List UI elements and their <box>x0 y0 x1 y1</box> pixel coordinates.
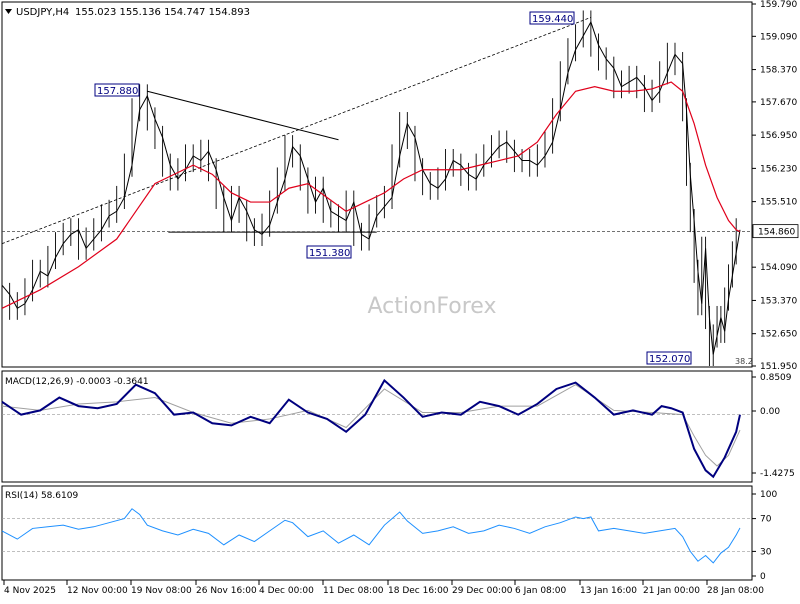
price-layer: 157.880 159.440 151.380 152.070 38.2 <box>1 10 753 366</box>
rsi-layer <box>1 508 752 564</box>
x-tick-label: 19 Nov 08:00 <box>131 586 192 596</box>
price-annotation-box <box>529 11 575 25</box>
rising-trendline <box>1 17 592 245</box>
axis-layer: 159.790 159.090 158.370 157.670 156.950 156.2… <box>3 0 799 596</box>
price-annotation-label: 152.070 <box>649 354 690 365</box>
x-tick-label: 11 Dec 08:00 <box>323 586 384 596</box>
price-y-tick-label: 155.510 <box>760 198 797 208</box>
rsi-line <box>1 508 741 564</box>
price-y-tick-label: 158.370 <box>760 66 797 76</box>
rsi-y-tick-label: 30 <box>760 547 772 557</box>
price-y-tick-label: 151.950 <box>760 362 797 372</box>
x-tick-label: 26 Nov 16:00 <box>196 586 257 596</box>
triangle-down-icon[interactable] <box>5 9 12 14</box>
x-tick-label: 4 Dec 00:00 <box>259 586 314 596</box>
rsi-y-tick-label: 100 <box>760 490 777 500</box>
price-y-tick-label: 153.370 <box>760 296 797 306</box>
watermark: ActionForex <box>368 294 497 319</box>
price-y-tick-label: 156.230 <box>760 164 797 174</box>
x-tick-label: 13 Jan 16:00 <box>580 586 637 596</box>
price-y-tick-label: 159.090 <box>760 32 797 42</box>
x-tick-label: 6 Jan 08:00 <box>515 586 567 596</box>
price-y-tick-label: 159.790 <box>760 0 797 10</box>
x-tick-label: 18 Dec 16:00 <box>388 586 449 596</box>
price-annotation-box <box>306 245 352 259</box>
macd-panel[interactable] <box>1 370 753 483</box>
x-tick-label: 21 Jan 00:00 <box>643 586 700 596</box>
rsi-title: RSI(14) 58.6109 <box>5 491 78 501</box>
price-y-tick-label: 152.650 <box>760 330 797 340</box>
price-y-tick-label: 157.670 <box>760 98 797 108</box>
x-tick-label: 29 Dec 00:00 <box>452 586 513 596</box>
price-line <box>1 20 741 355</box>
price-annotation-box <box>646 351 692 365</box>
macd-layer <box>1 378 752 479</box>
macd-y-tick-label: -1.4275 <box>760 469 795 479</box>
macd-title: MACD(12,26,9) -0.0003 -0.3641 <box>5 377 149 387</box>
x-tick-label: 4 Nov 2025 <box>4 586 56 596</box>
macd-y-tick-label: 0.00 <box>760 407 780 417</box>
current-price-label: 154.860 <box>758 228 795 238</box>
header-ohlc: 155.023 155.136 154.747 154.893 <box>75 7 250 18</box>
current-price-tag <box>752 224 799 239</box>
price-annotation-label: 157.880 <box>97 86 138 97</box>
macd-line <box>1 378 741 479</box>
x-tick-label: 12 Nov 00:00 <box>67 586 128 596</box>
moving-average-line <box>1 81 741 309</box>
rsi-y-tick-label: 70 <box>760 515 772 525</box>
price-y-tick-label: 156.950 <box>760 131 797 141</box>
fib-level-label: 38.2 <box>735 357 753 366</box>
rsi-panel[interactable] <box>1 485 753 581</box>
rsi-y-tick-label: 0 <box>760 572 766 582</box>
price-annotation-box <box>94 83 140 97</box>
price-panel[interactable] <box>1 1 753 368</box>
price-annotation-label: 159.440 <box>532 14 573 25</box>
x-tick-label: 28 Jan 08:00 <box>707 586 764 596</box>
price-y-tick-label: 154.090 <box>760 263 797 273</box>
header-symbol: USDJPY,H4 <box>16 7 69 18</box>
macd-y-tick-label: 0.8509 <box>760 373 792 383</box>
price-annotation-label: 151.380 <box>309 248 350 259</box>
falling-trendline <box>147 90 339 141</box>
